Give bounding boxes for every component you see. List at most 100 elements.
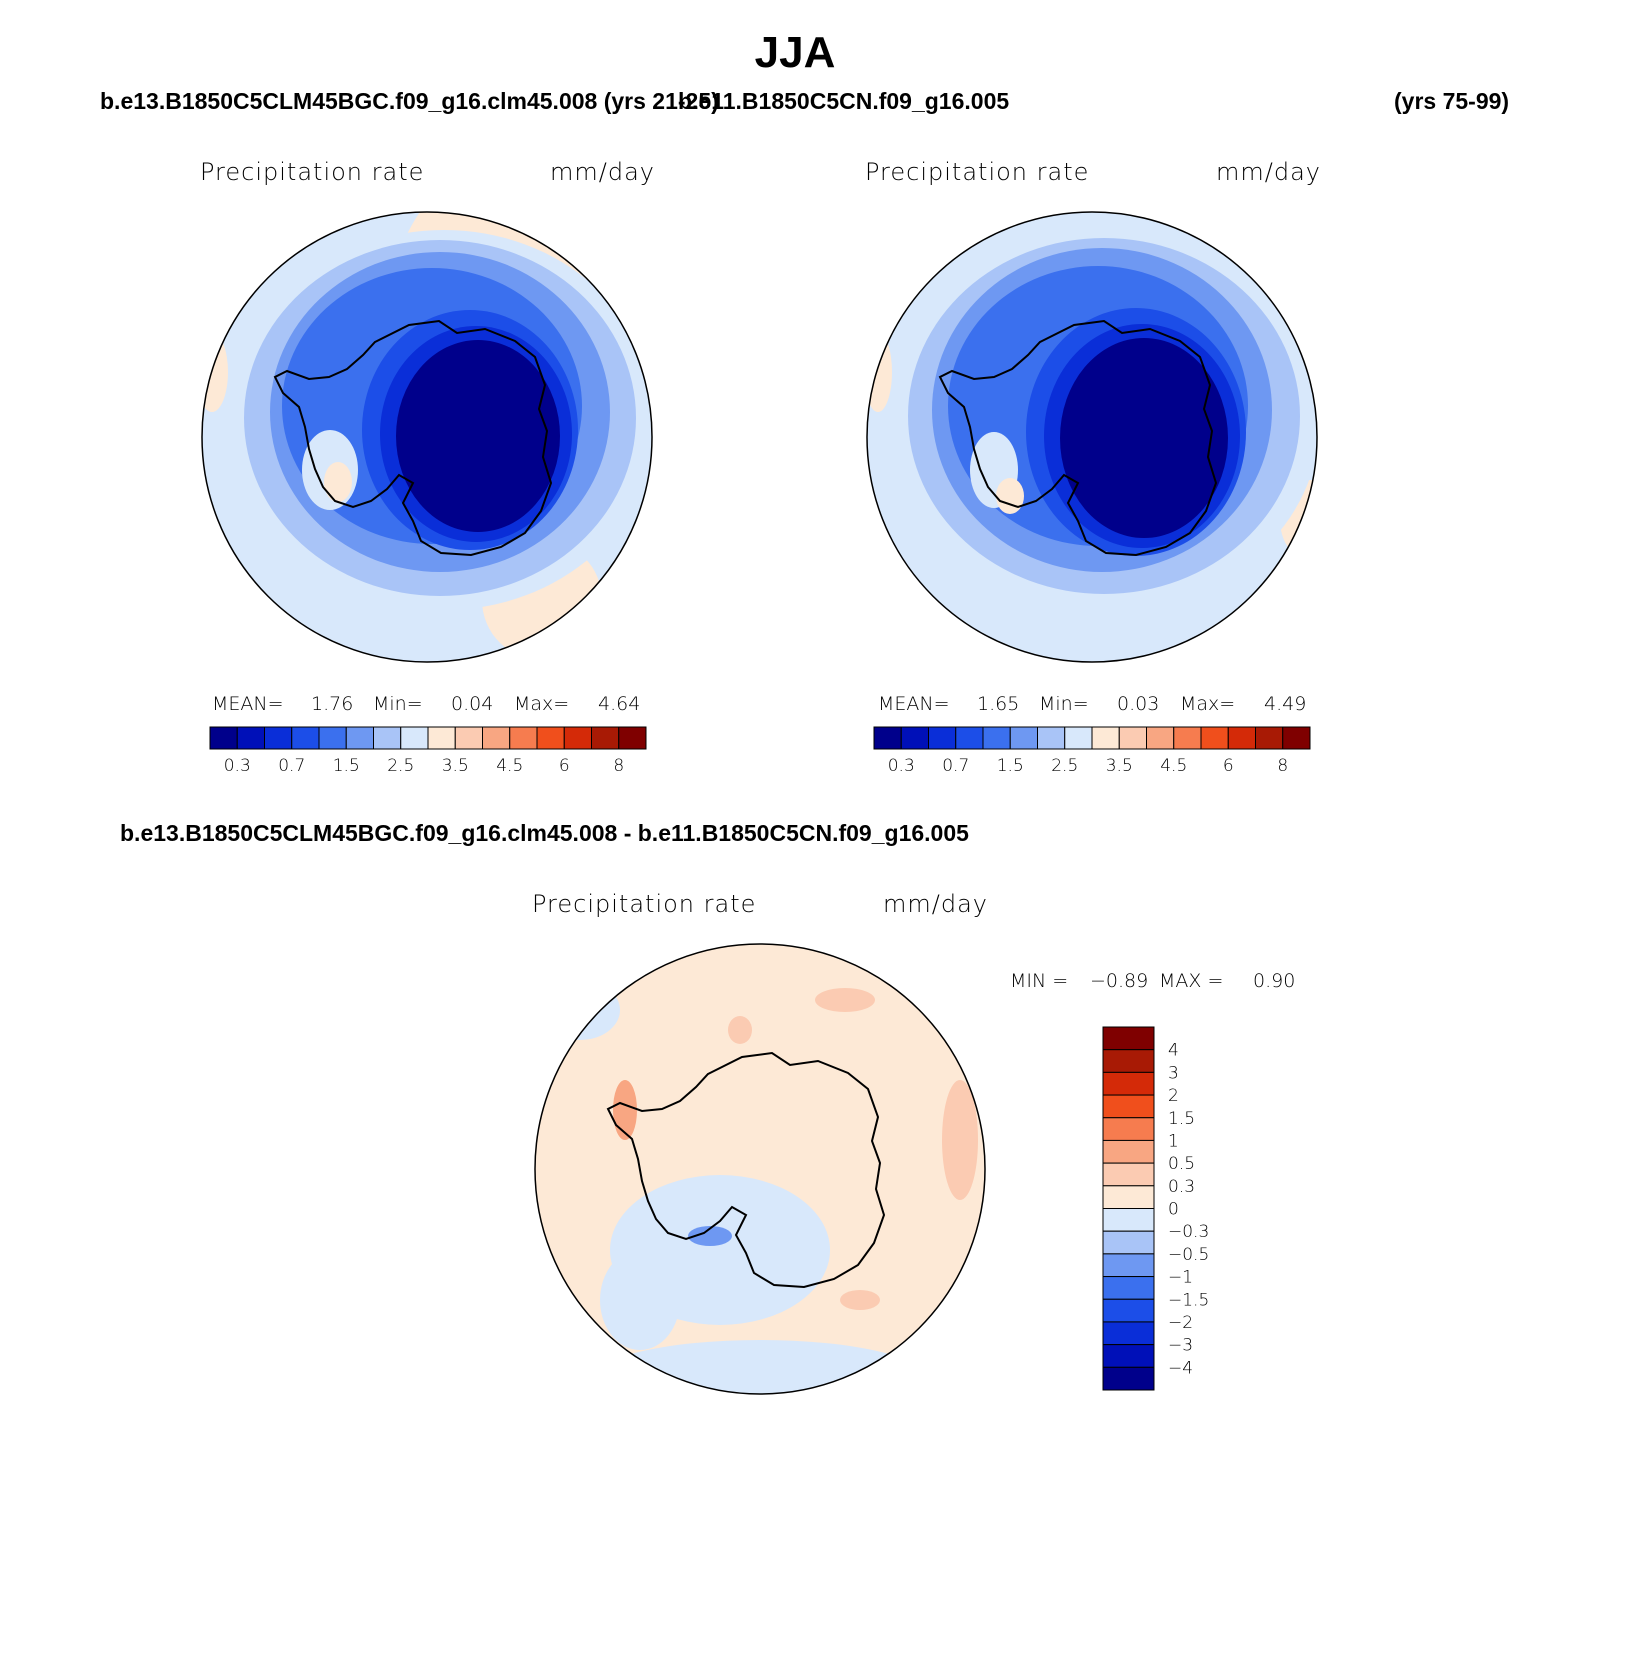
- diff-colorbar-swatch: [1102, 1344, 1155, 1368]
- panel1-colorbar-tick-label: 0.7: [278, 756, 305, 776]
- diff-colorbar-tick-label: −2: [1168, 1313, 1193, 1333]
- diff-colorbar-tick-label: 0.5: [1168, 1154, 1195, 1174]
- panel1-variable: Precipitation rate: [200, 158, 425, 186]
- panel1-colorbar-swatch: [454, 726, 483, 750]
- panel1-colorbar-swatch: [236, 726, 265, 750]
- panel1-colorbar-swatch: [373, 726, 402, 750]
- panel2-colorbar-tick-label: 2.5: [1051, 756, 1078, 776]
- diff-colorbar-tick-label: 0: [1168, 1200, 1179, 1220]
- panel2-min: 0.03: [1117, 693, 1160, 715]
- panel1-colorbar-swatch: [209, 726, 238, 750]
- panel2-mean: 1.65: [977, 693, 1020, 715]
- diff-colorbar-swatch: [1102, 1253, 1155, 1278]
- panel2-max: 4.49: [1264, 693, 1307, 715]
- panel2-colorbar-tick-label: 4.5: [1160, 756, 1187, 776]
- panel1-colorbar-swatch: [509, 726, 538, 750]
- panel1-colorbar-swatch: [618, 726, 647, 750]
- panel1-colorbar-tick-label: 2.5: [387, 756, 414, 776]
- diff-colorbar-tick-label: −0.5: [1168, 1245, 1209, 1265]
- panel2-map: [867, 212, 1317, 662]
- diff-colorbar-tick-label: −1: [1168, 1268, 1193, 1288]
- panel1-mean: 1.76: [311, 693, 354, 715]
- panel1-colorbar-swatch: [563, 726, 592, 750]
- panel2-colorbar-tick-label: 1.5: [997, 756, 1024, 776]
- panel2-colorbar-swatch: [1064, 726, 1093, 750]
- panel1-min: 0.04: [451, 693, 494, 715]
- panel2-colorbar-swatch: [928, 726, 957, 750]
- panel2-colorbar-swatch: [1227, 726, 1256, 750]
- panel2-colorbar-swatch: [1037, 726, 1066, 750]
- diff-variable: Precipitation rate: [532, 890, 757, 918]
- panel2-colorbar-swatch: [1118, 726, 1147, 750]
- panel1-map: [202, 212, 652, 662]
- panel1-colorbar-swatch: [345, 726, 374, 750]
- diff-colorbar-swatch: [1102, 1026, 1155, 1051]
- panel2-mean-label: MEAN=: [878, 693, 950, 715]
- diff-colorbar-tick-label: 1.5: [1168, 1109, 1195, 1129]
- panel2-units: mm/day: [1216, 158, 1321, 186]
- diff-colorbar-swatch: [1102, 1208, 1155, 1232]
- panel1-colorbar-swatch: [400, 726, 429, 750]
- diff-units: mm/day: [883, 890, 988, 918]
- panel2-variable: Precipitation rate: [865, 158, 1090, 186]
- panel1-units: mm/day: [550, 158, 655, 186]
- panel2-colorbar-swatch: [1009, 726, 1038, 750]
- diff-max: 0.90: [1253, 970, 1296, 992]
- panel1-max-label: Max=: [514, 693, 570, 715]
- panel2-max-label: Max=: [1180, 693, 1236, 715]
- panel1-colorbar-swatch: [291, 726, 320, 750]
- diff-max-label: MAX =: [1159, 970, 1224, 992]
- left-case-title: b.e13.B1850C5CLM45BGC.f09_g16.clm45.008 …: [100, 88, 719, 114]
- diff-colorbar-swatch: [1102, 1049, 1155, 1073]
- panel2-colorbar-swatch: [1200, 726, 1229, 750]
- panel2-colorbar-tick-label: 6: [1223, 756, 1234, 776]
- diff-map: [535, 944, 985, 1394]
- panel2-colorbar-tick-label: 0.7: [942, 756, 969, 776]
- panel1-colorbar-tick-label: 3.5: [442, 756, 469, 776]
- panel2-colorbar-tick-label: 8: [1277, 756, 1288, 776]
- diff-colorbar-swatch: [1102, 1366, 1155, 1391]
- panel2-min-label: Min=: [1039, 693, 1089, 715]
- right-case-title: b.e11.B1850C5CN.f09_g16.005: [678, 88, 1010, 114]
- right-case-years: (yrs 75-99): [1394, 88, 1510, 114]
- diff-colorbar-swatch: [1102, 1094, 1155, 1119]
- panel2-colorbar-swatch: [982, 726, 1011, 750]
- diff-min-label: MIN =: [1010, 970, 1069, 992]
- panel2-colorbar-swatch: [900, 726, 929, 750]
- panel2-colorbar-swatch: [1091, 726, 1120, 750]
- panel1-colorbar-tick-label: 4.5: [496, 756, 523, 776]
- diff-case-title: b.e13.B1850C5CLM45BGC.f09_g16.clm45.008 …: [120, 820, 969, 846]
- diff-colorbar-tick-label: −0.3: [1168, 1222, 1209, 1242]
- figure-title: JJA: [754, 28, 836, 77]
- diff-colorbar-tick-label: 0.3: [1168, 1177, 1195, 1197]
- panel2-colorbar-swatch: [1146, 726, 1175, 750]
- panel1-colorbar: 0.3 0.7 1.5 2.5 3.5 4.5 6 8: [209, 726, 647, 776]
- diff-colorbar-tick-label: −4: [1168, 1358, 1193, 1378]
- panel2-colorbar-swatch: [873, 726, 902, 750]
- panel1-mean-label: MEAN=: [212, 693, 284, 715]
- panel2-colorbar-swatch: [1173, 726, 1202, 750]
- panel2-colorbar-swatch: [1255, 726, 1284, 750]
- panel1-max: 4.64: [598, 693, 641, 715]
- diff-colorbar-swatch: [1102, 1071, 1155, 1096]
- diff-colorbar-swatch: [1102, 1117, 1155, 1141]
- diff-colorbar-tick-label: 4: [1168, 1041, 1179, 1061]
- diff-colorbar-tick-label: −3: [1168, 1336, 1193, 1356]
- panel1-min-label: Min=: [373, 693, 423, 715]
- panel1-colorbar-swatch: [318, 726, 347, 750]
- diff-colorbar-tick-label: 2: [1168, 1086, 1179, 1106]
- panel1-colorbar-tick-label: 6: [559, 756, 570, 776]
- diff-colorbar-swatch: [1102, 1321, 1155, 1346]
- diff-colorbar-tick-label: 3: [1168, 1063, 1179, 1083]
- diff-colorbar-swatch: [1102, 1230, 1155, 1255]
- panel2-colorbar-tick-label: 3.5: [1106, 756, 1133, 776]
- diff-colorbar-swatch: [1102, 1298, 1155, 1323]
- panel1-colorbar-tick-label: 1.5: [333, 756, 360, 776]
- panel1-colorbar-tick-label: 8: [613, 756, 624, 776]
- panel1-colorbar-swatch: [536, 726, 565, 750]
- diff-colorbar-tick-label: −1.5: [1168, 1290, 1209, 1310]
- panel1-colorbar-tick-label: 0.3: [224, 756, 251, 776]
- diff-colorbar-swatch: [1102, 1139, 1155, 1164]
- diff-colorbar-tick-label: 1: [1168, 1131, 1179, 1151]
- panel1-colorbar-swatch: [427, 726, 456, 750]
